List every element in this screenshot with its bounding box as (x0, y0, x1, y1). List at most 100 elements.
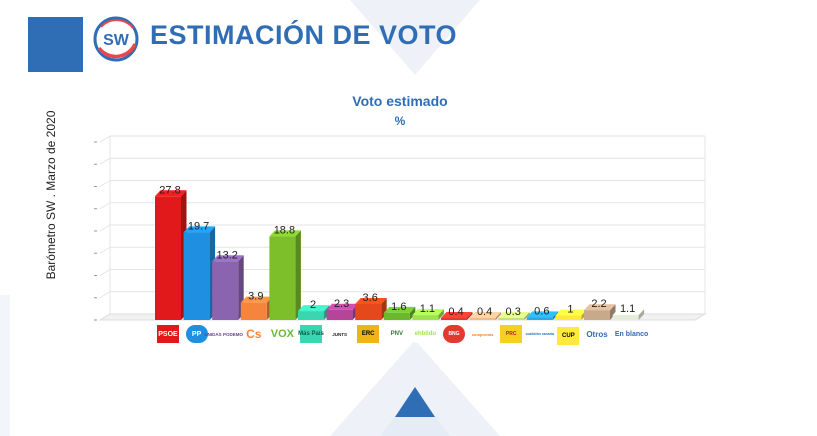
grid-line-side (99, 157, 111, 165)
bar-side (467, 312, 473, 320)
bar-top (240, 296, 273, 303)
legend-item-cs: Cs (242, 325, 265, 343)
data-label: 18.8 (274, 224, 295, 236)
bar-front (155, 196, 181, 320)
grid-line-side (99, 224, 111, 232)
bar-top (383, 306, 416, 313)
bar-side (438, 309, 444, 320)
bar-eaj-pnv (383, 306, 416, 320)
bar-top (155, 190, 187, 197)
bar-top (298, 305, 330, 312)
bar-comprom-s (469, 312, 502, 320)
data-label: 2.2 (591, 298, 606, 310)
data-label: 0.4 (477, 306, 492, 318)
legend-item-comprom-s: compromís (471, 325, 494, 343)
legend-item-eh-bildu: ehbildu (414, 325, 437, 343)
bar-top (355, 297, 387, 304)
data-label: 2.3 (334, 298, 349, 310)
bar-side (295, 230, 301, 320)
bar-en-blanco (612, 309, 645, 320)
data-label: 27.8 (159, 184, 180, 196)
bar-top (498, 312, 530, 318)
bar-front (269, 236, 296, 320)
bar-vox (269, 230, 301, 320)
chart-bars (155, 190, 645, 320)
bar-front (441, 318, 467, 320)
bar-front (498, 318, 525, 320)
bar-front (183, 232, 210, 320)
bar-pp (183, 226, 216, 320)
data-label: 1.1 (620, 303, 635, 315)
bar-front (555, 315, 582, 320)
data-label: 19.7 (188, 220, 209, 232)
chart-data-labels: 27.8 19.7 13.2 3.9 18.8 2 2.3 3.6 1.6 1.1 0.4 0.4 0.… (159, 184, 635, 318)
bar-top (526, 311, 559, 318)
legend-item-erc: ERC (357, 325, 380, 343)
bar-side (610, 304, 616, 320)
grid-line-side (99, 269, 111, 276)
legend-item-vox: VOX (271, 325, 294, 343)
logo-text: SW (103, 32, 130, 49)
legend-item-psoe: PSOE (157, 325, 179, 343)
bar-top (584, 304, 616, 311)
legend-item-bng: BNG (443, 325, 465, 343)
bar-side (495, 312, 502, 320)
bar-psoe (155, 190, 187, 320)
bar-top (212, 255, 244, 262)
bar-top (326, 303, 359, 310)
data-label: 1.1 (420, 303, 435, 315)
bar-top (183, 226, 216, 233)
bar-front (469, 318, 496, 320)
brand-square (28, 17, 83, 72)
sw-logo: SW (93, 16, 139, 62)
bar-otros (584, 304, 616, 320)
bar-side (524, 312, 530, 320)
bar-front (240, 302, 267, 320)
page-title: ESTIMACIÓN DE VOTO (150, 20, 458, 50)
legend-item-junts-per-catalunya: JUNTS (328, 325, 351, 343)
bar-top (612, 309, 645, 316)
data-label: 0.3 (506, 306, 521, 318)
bar-erc (355, 297, 387, 320)
bar-front (326, 309, 353, 320)
legend-item-prc: PRC (500, 325, 523, 343)
legend-item-pp: PP (185, 325, 208, 343)
legend-item-coalici-n-canaria: coalición canaria (526, 325, 554, 343)
data-label: 13.2 (216, 249, 237, 261)
chart-subtitle: % (394, 114, 406, 128)
bar-top (412, 309, 444, 316)
legend-item-unidas-podemos: UNIDAS PODEMOS (204, 325, 246, 343)
bar-side (409, 306, 416, 320)
data-label: 1 (567, 304, 573, 316)
legend-item-eaj-pnv: PNV (385, 325, 408, 343)
bar-front (412, 315, 439, 320)
legend-item-cup: CUP (557, 327, 580, 345)
chart-title: Voto estimado (352, 93, 448, 109)
data-label: 1.6 (391, 301, 406, 313)
bar-top (269, 230, 301, 237)
bar-bng (441, 312, 473, 320)
bar-prc (498, 312, 530, 320)
grid-line-side (99, 246, 111, 254)
data-label: 0.4 (448, 306, 463, 318)
bar-front (355, 303, 382, 320)
bar-unidas-podemos (212, 255, 244, 320)
data-label: 0.6 (534, 305, 549, 317)
bar-front (584, 310, 610, 320)
bar-front (612, 315, 639, 320)
data-label: 3.6 (363, 292, 378, 304)
legend-item-m-s-pa-s: Más País (298, 325, 324, 343)
grid-line-side (99, 291, 111, 299)
bar-front (383, 312, 410, 320)
bar-top (555, 309, 587, 316)
legend-item-otros: Otros (586, 329, 608, 339)
bar-side (638, 309, 645, 320)
bar-top (469, 312, 502, 318)
grid-line-side (99, 180, 111, 187)
bar-front (526, 317, 553, 320)
bar-top (441, 312, 473, 318)
bar-front (212, 261, 239, 320)
legend-item-en-blanco: En blanco (614, 330, 649, 338)
